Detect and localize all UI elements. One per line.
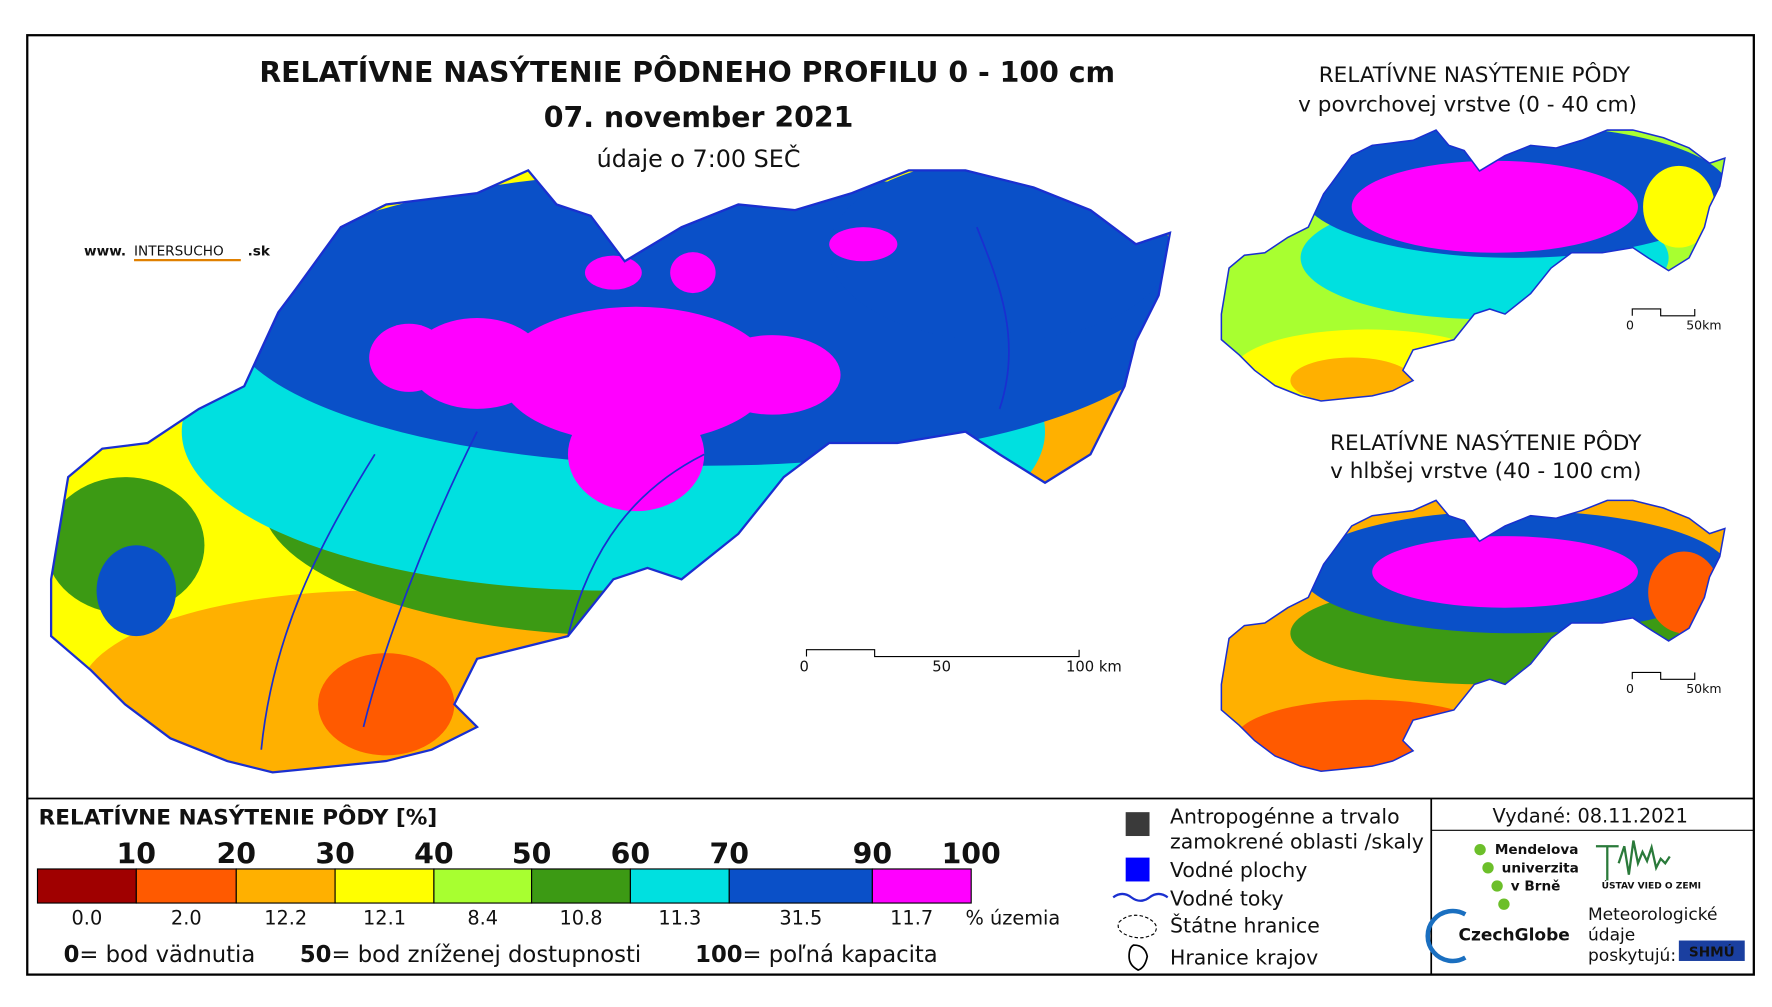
website: www. bbox=[84, 244, 126, 260]
legend-notes: 0= bod vädnutia 50= bod zníženej dostupno… bbox=[64, 942, 938, 968]
symbol-river bbox=[1112, 892, 1169, 902]
scale-bar bbox=[1631, 308, 1696, 317]
rivers bbox=[260, 226, 1010, 750]
note-text: = bod vädnutia bbox=[79, 942, 255, 968]
legend-threshold: 70 bbox=[709, 837, 749, 870]
legend-swatch bbox=[36, 868, 137, 904]
date: 07. november 2021 bbox=[544, 101, 854, 134]
symbol-label: zamokrené oblasti /skaly bbox=[1170, 830, 1424, 854]
legend: 0.0 2.0 12.2 12.1 8.4 10.8 11.3 31.5 11.7 10 20 30 4… bbox=[36, 837, 1001, 930]
legend-share: 12.2 bbox=[264, 907, 307, 930]
title: RELATÍVNE NASÝTENIE PÔDNEHO PROFILU 0 - … bbox=[259, 55, 1115, 89]
scale-label: 0 bbox=[800, 658, 809, 675]
symbol-region bbox=[1128, 944, 1149, 971]
mendel-dots bbox=[1474, 843, 1510, 910]
logo-text: Mendelova bbox=[1495, 842, 1579, 858]
scale-label: 0 bbox=[1626, 681, 1634, 696]
note-value: 50 bbox=[300, 942, 332, 968]
legend-share: 12.1 bbox=[363, 907, 406, 930]
uvz-mark bbox=[1595, 840, 1671, 881]
note-value: 0 bbox=[64, 942, 80, 968]
logo-text: ÚSTAV VIED O ZEMI bbox=[1602, 879, 1701, 891]
scale-label: 50km bbox=[1686, 681, 1721, 696]
legend-threshold: 10 bbox=[117, 837, 157, 870]
legend-share: 2.0 bbox=[171, 907, 202, 930]
scale-label: 100 km bbox=[1066, 658, 1122, 675]
logo-text: v Brně bbox=[1511, 879, 1561, 895]
legend-threshold: 100 bbox=[942, 837, 1001, 870]
legend-note: 100= poľná kapacita bbox=[695, 942, 938, 968]
inset-title: v povrchovej vrstve (0 - 40 cm) bbox=[1298, 92, 1637, 117]
legend-share: 0.0 bbox=[72, 907, 103, 930]
scale-label: 50 bbox=[932, 658, 951, 675]
legend-threshold: 60 bbox=[611, 837, 651, 870]
legend-note: 50= bod zníženej dostupnosti bbox=[300, 942, 641, 968]
symbol-label: Vodné plochy bbox=[1170, 858, 1307, 882]
legend-title: RELATÍVNE NASÝTENIE PÔDY [%] bbox=[39, 805, 438, 831]
legend-share: 31.5 bbox=[779, 907, 822, 930]
legend-threshold: 40 bbox=[414, 837, 454, 870]
symbol-label: Štátne hranice bbox=[1170, 913, 1320, 938]
note-text: = poľná kapacita bbox=[743, 942, 938, 968]
note-text: = bod zníženej dostupnosti bbox=[331, 942, 641, 968]
legend-threshold: 90 bbox=[853, 837, 893, 870]
note-value: 100 bbox=[695, 942, 742, 968]
legend-share: 11.7 bbox=[890, 907, 933, 930]
czechglobe-mark bbox=[1425, 908, 1467, 964]
legend-swatch bbox=[531, 868, 631, 904]
inset-title: RELATÍVNE NASÝTENIE PÔDY bbox=[1330, 430, 1642, 456]
legend-threshold: 30 bbox=[315, 837, 355, 870]
issued: Vydané: 08.11.2021 bbox=[1493, 804, 1688, 827]
symbol-label: Vodné toky bbox=[1170, 886, 1284, 910]
symbol-label: Hranice krajov bbox=[1170, 945, 1318, 969]
symbol-water bbox=[1125, 857, 1150, 882]
legend-swatch bbox=[334, 868, 435, 904]
scale-label: 50km bbox=[1686, 317, 1721, 332]
website: INTERSUCHO bbox=[134, 244, 224, 260]
time-note: údaje o 7:00 SEČ bbox=[597, 145, 801, 173]
legend-swatch bbox=[728, 868, 873, 904]
legend-note: 0= bod vädnutia bbox=[64, 942, 256, 968]
legend-threshold: 50 bbox=[512, 837, 552, 870]
logo-text: univerzita bbox=[1502, 860, 1579, 876]
legend-unit: % územia bbox=[966, 907, 1061, 930]
logo-text: Meteorologické bbox=[1588, 905, 1717, 925]
shmu-logo bbox=[1678, 940, 1745, 961]
website: .sk bbox=[248, 244, 271, 260]
inset-title: v hlbšej vrstve (40 - 100 cm) bbox=[1330, 459, 1641, 484]
legend-share: 10.8 bbox=[560, 907, 603, 930]
scale-label: 0 bbox=[1626, 317, 1634, 332]
logo-text: údaje bbox=[1588, 926, 1635, 946]
symbol-anthropogenic bbox=[1125, 812, 1150, 837]
symbol-label: Antropogénne a trvalo bbox=[1170, 805, 1400, 829]
legend-share: 8.4 bbox=[467, 907, 498, 930]
legend-swatch bbox=[433, 868, 533, 904]
legend-swatch bbox=[235, 868, 336, 904]
legend-swatch bbox=[871, 868, 972, 904]
logo-text: poskytujú: bbox=[1588, 946, 1676, 966]
legend-swatch bbox=[629, 868, 730, 904]
legend-threshold: 20 bbox=[217, 837, 257, 870]
inset-title: RELATÍVNE NASÝTENIE PÔDY bbox=[1319, 62, 1631, 88]
legend-share: 11.3 bbox=[658, 907, 701, 930]
logo-text: CzechGlobe bbox=[1458, 926, 1569, 946]
logo-text: SHMÚ bbox=[1689, 942, 1735, 960]
scale-bar bbox=[1631, 671, 1696, 680]
scale-bar bbox=[805, 649, 1080, 658]
legend-swatch bbox=[135, 868, 237, 904]
